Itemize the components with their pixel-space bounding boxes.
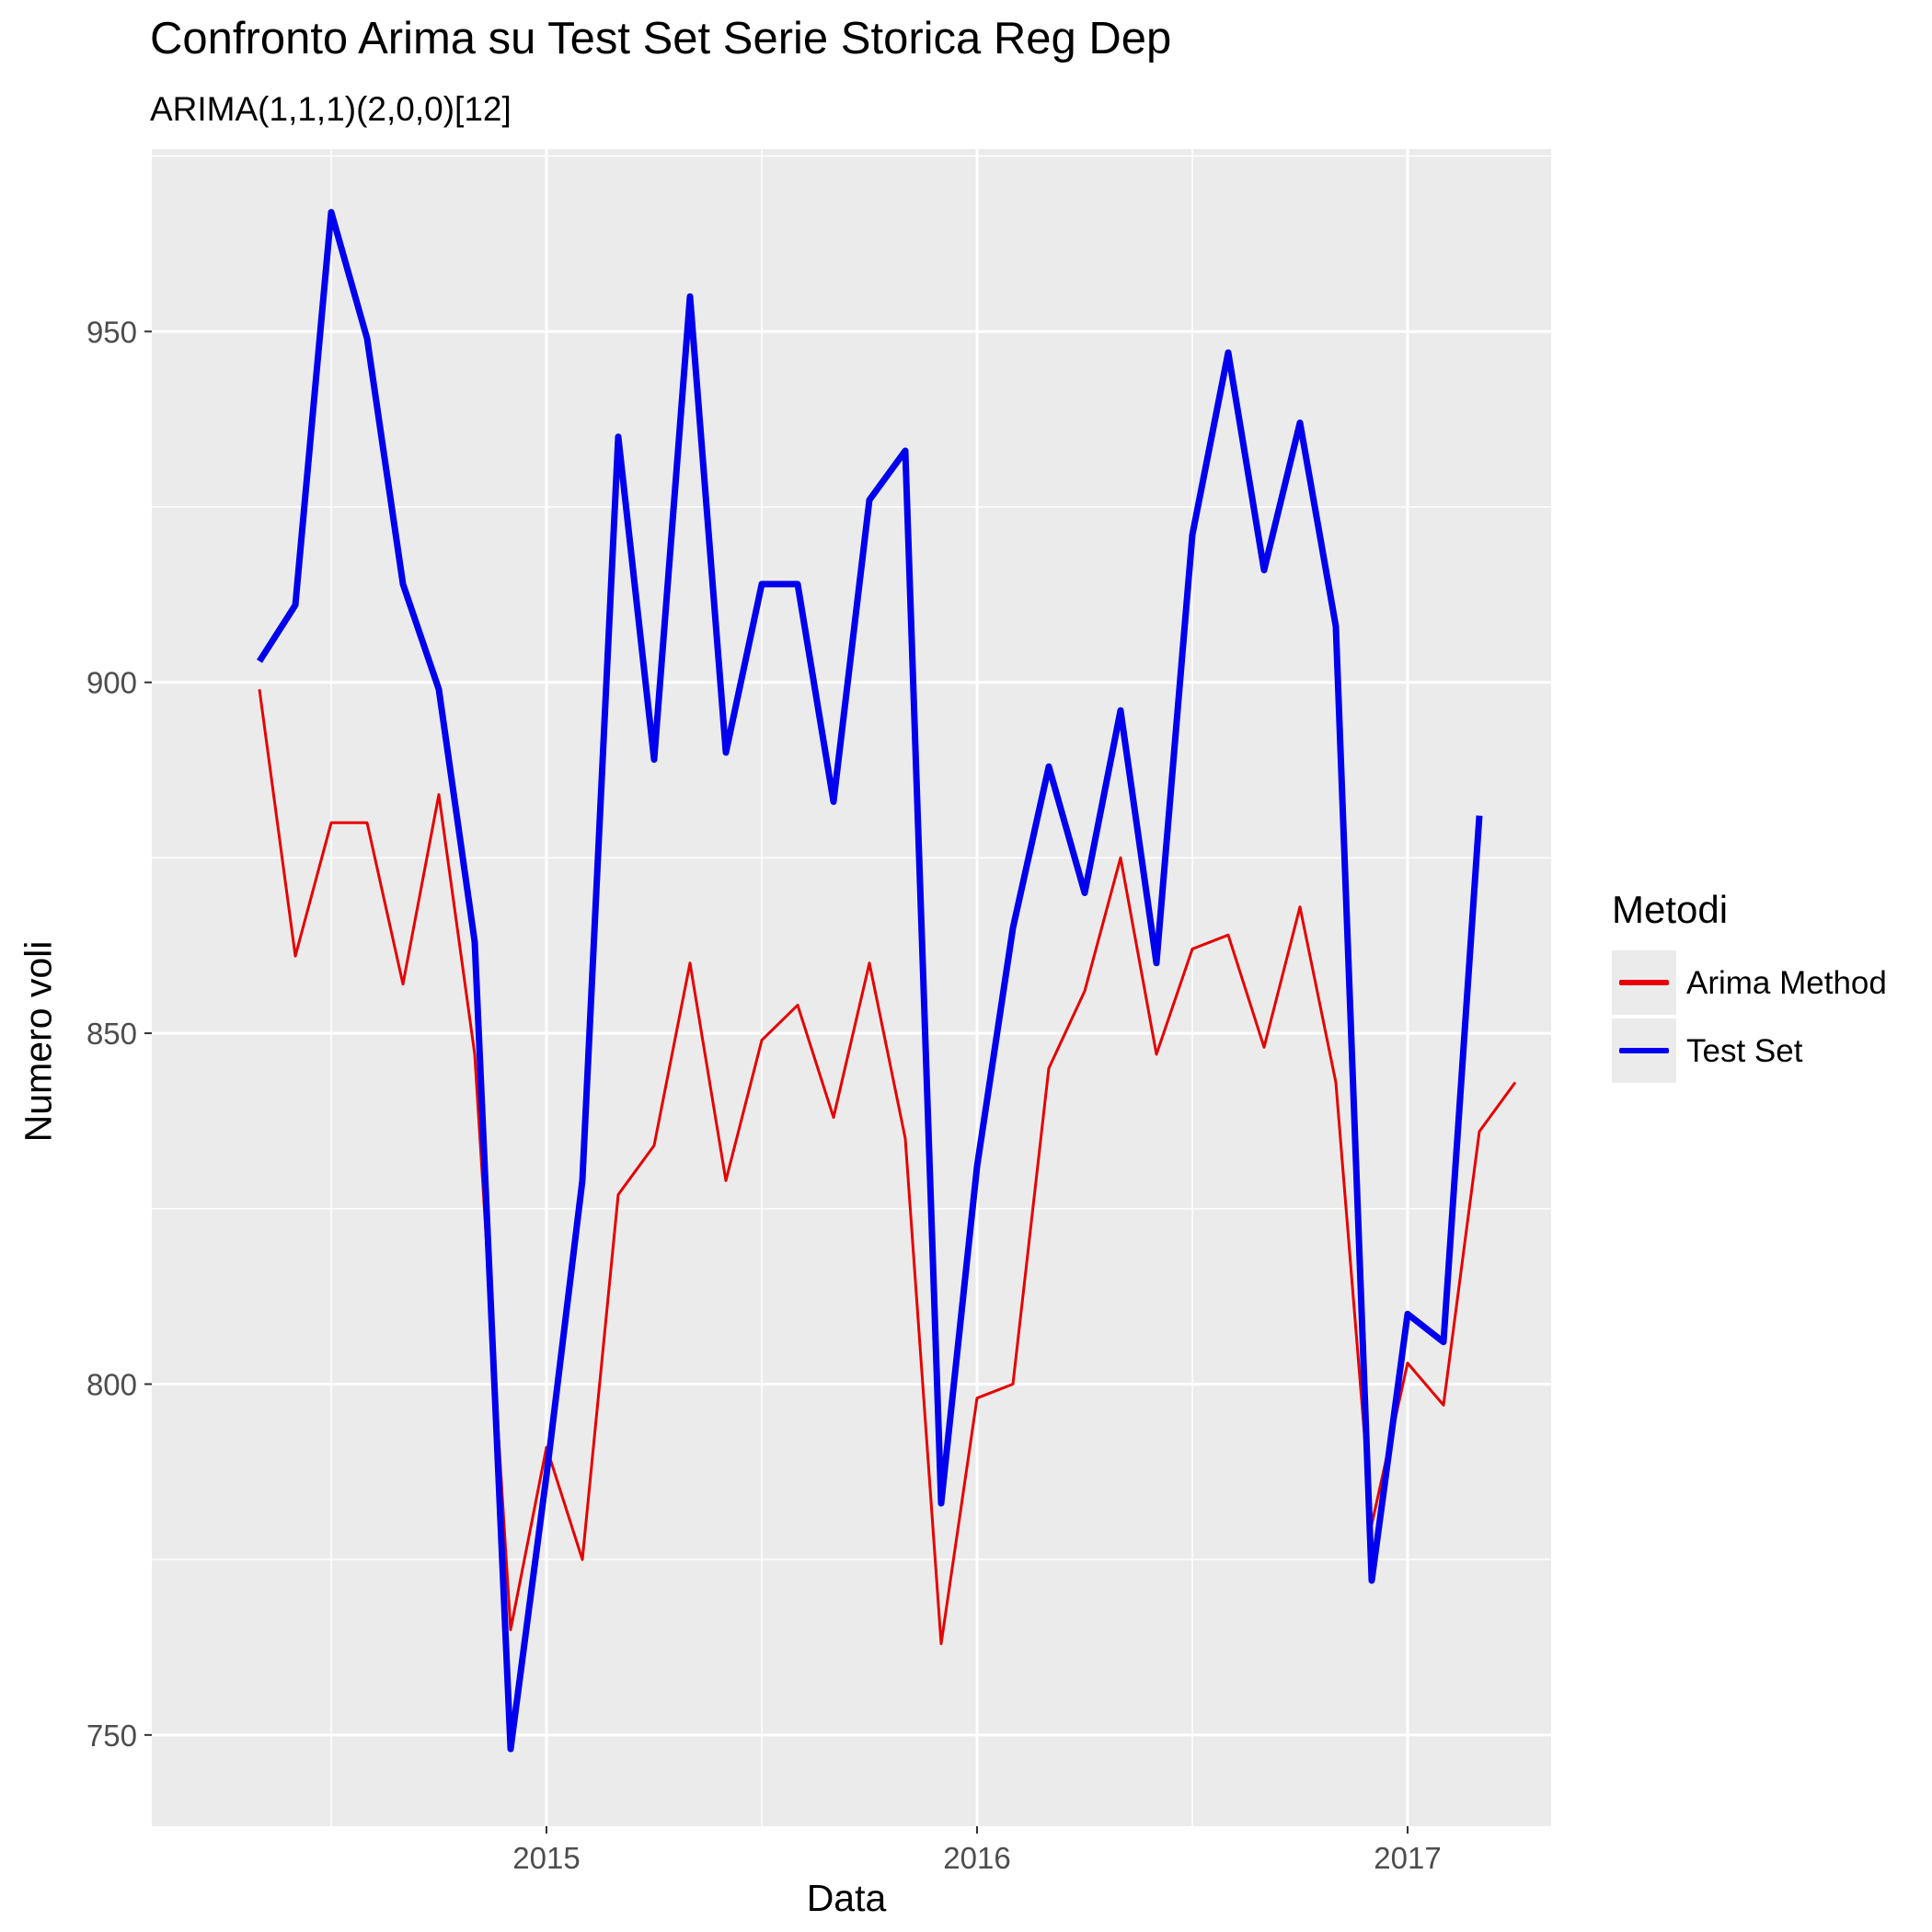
y-axis: 750 800 850 900 950 [86,315,152,1753]
x-tick-label: 2015 [512,1841,580,1875]
legend-swatch-arima-method [1619,980,1669,985]
y-tick-label: 900 [86,666,137,700]
legend: Metodi Arima Method Test Set [1612,888,1932,1087]
series-line-test-set [257,209,1483,1753]
x-tick-label: 2016 [943,1841,1010,1875]
x-tick-label: 2017 [1374,1841,1441,1875]
y-tick-label: 950 [86,315,137,349]
legend-label-arima-method: Arima Method [1686,965,1887,1001]
chart-subtitle: ARIMA(1,1,1)(2,0,0)[12] [150,90,512,128]
legend-title: Metodi [1612,888,1729,931]
x-axis: 2015 2016 2017 [512,1826,1442,1875]
y-tick-label: 750 [86,1719,137,1753]
major-gridlines [152,149,1551,1826]
legend-item-arima-method: Arima Method [1612,950,1932,1018]
x-axis-title: Data [806,1877,887,1919]
y-tick-label: 800 [86,1367,137,1401]
legend-item-test-set: Test Set [1612,1018,1932,1087]
legend-key [1612,950,1676,1015]
legend-swatch-test-set [1619,1048,1669,1053]
chart-title: Confronto Arima su Test Set Serie Storic… [150,14,1172,63]
plot-panel [152,149,1551,1826]
series-lines [257,209,1517,1753]
legend-key [1612,1018,1676,1083]
y-axis-title: Numero voli [17,940,60,1143]
y-tick-label: 850 [86,1017,137,1051]
legend-label-test-set: Test Set [1686,1033,1803,1069]
series-line-arima-method [258,689,1517,1646]
